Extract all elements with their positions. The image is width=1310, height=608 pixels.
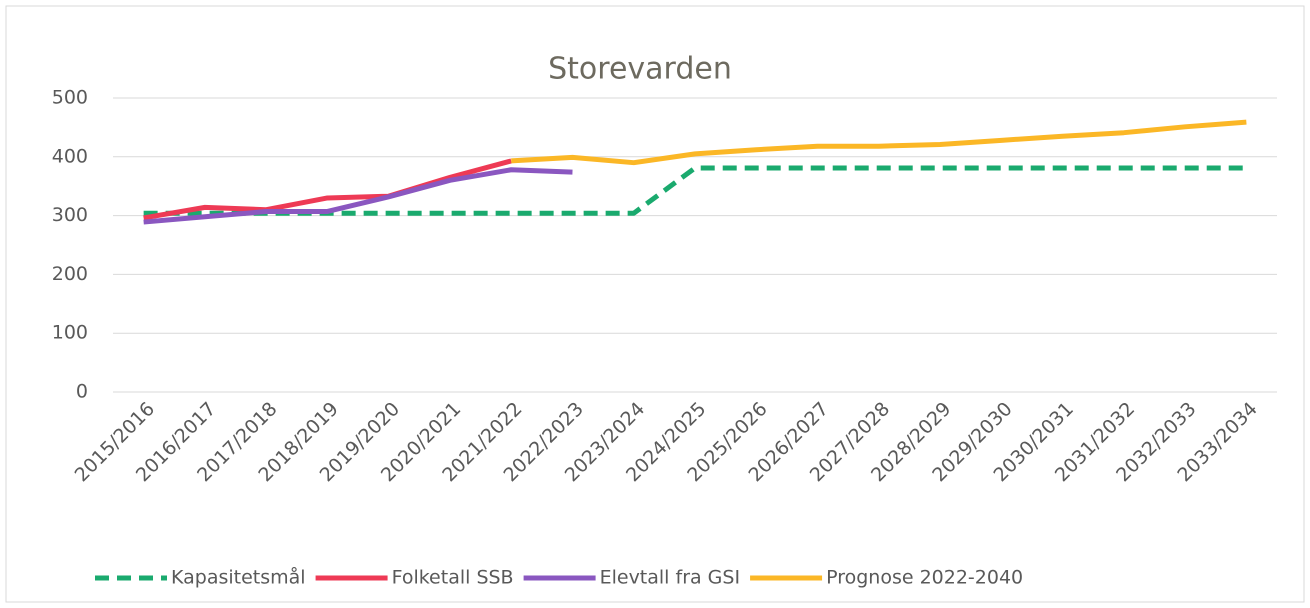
y-tick-label: 400: [52, 145, 88, 167]
series-line: [143, 158, 512, 221]
y-tick-label: 300: [52, 204, 88, 226]
y-tick-label: 100: [52, 322, 88, 344]
legend-label: Prognose 2022-2040: [826, 567, 1023, 589]
series-line: [511, 119, 1247, 166]
legend-label: Elevtall fra GSI: [600, 567, 740, 589]
chart-border: [5, 5, 1305, 603]
y-tick-label: 200: [52, 263, 88, 285]
chart-title: Storevarden: [548, 52, 732, 87]
legend-label: Folketall SSB: [392, 567, 514, 589]
y-tick-label: 500: [52, 87, 88, 109]
y-tick-label: 0: [76, 381, 88, 403]
series-line: [143, 167, 573, 225]
legend-label: Kapasitetsmål: [171, 566, 306, 589]
